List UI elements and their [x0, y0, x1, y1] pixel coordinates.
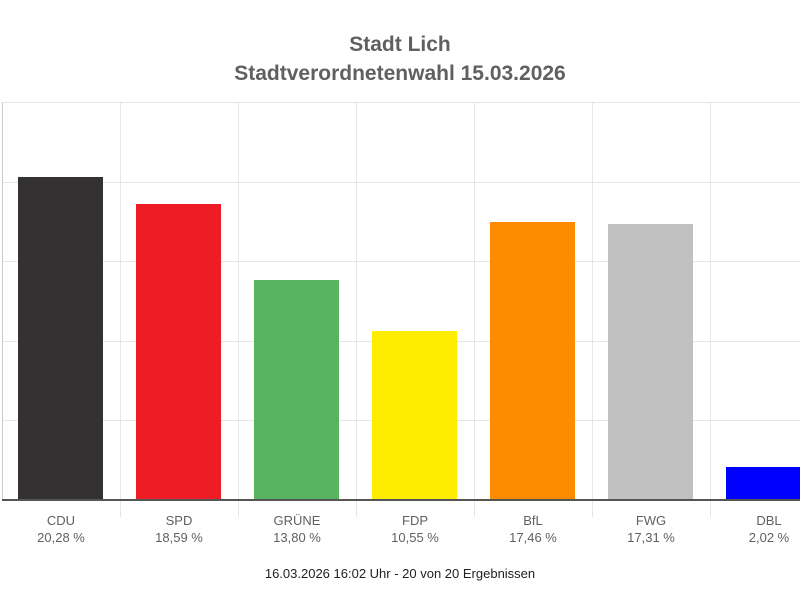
party-percentage: 2,02 % [748, 530, 790, 545]
gridline [2, 261, 800, 262]
party-name: CDU [46, 513, 76, 528]
party-name: FDP [402, 513, 428, 528]
y-axis-line [2, 102, 3, 500]
party-name: SPD [165, 513, 193, 528]
party-percentage: 20,28 % [37, 530, 85, 545]
x-tick-label: SPD 18,59 % [120, 512, 238, 546]
bar-fdp[interactable] [372, 331, 457, 499]
x-tick-label: GRÜNE 13,80 % [238, 512, 356, 546]
gridline [592, 102, 593, 517]
chart-title: Stadt Lich [349, 33, 451, 56]
bar-cdu[interactable] [18, 177, 103, 499]
gridline [474, 102, 475, 517]
x-axis-line [2, 499, 800, 501]
party-percentage: 13,80 % [273, 530, 321, 545]
party-percentage: 17,46 % [509, 530, 557, 545]
gridline [2, 102, 800, 103]
bar-spd[interactable] [136, 204, 221, 499]
gridline [2, 182, 800, 183]
x-tick-label: BfL 17,46 % [474, 512, 592, 546]
gridline [710, 102, 711, 517]
chart-subtitle: Stadtverordnetenwahl 15.03.2026 [234, 62, 566, 85]
x-tick-label: CDU 20,28 % [2, 512, 120, 546]
x-tick-label: FDP 10,55 % [356, 512, 474, 546]
gridline [356, 102, 357, 517]
party-name: DBL [756, 513, 782, 528]
bar-fwg[interactable] [608, 224, 693, 499]
x-tick-label: DBL 2,02 % [710, 512, 800, 546]
party-name: GRÜNE [273, 513, 321, 528]
party-percentage: 10,55 % [391, 530, 439, 545]
party-percentage: 18,59 % [155, 530, 203, 545]
bar-bfl[interactable] [490, 222, 575, 499]
gridline [120, 102, 121, 517]
x-tick-label: FWG 17,31 % [592, 512, 710, 546]
party-name: BfL [523, 513, 543, 528]
party-percentage: 17,31 % [627, 530, 675, 545]
status-footer: 16.03.2026 16:02 Uhr - 20 von 20 Ergebni… [264, 566, 536, 581]
bar-dbl[interactable] [726, 467, 800, 499]
bar-grüne[interactable] [254, 280, 339, 499]
gridline [238, 102, 239, 517]
party-name: FWG [635, 513, 667, 528]
